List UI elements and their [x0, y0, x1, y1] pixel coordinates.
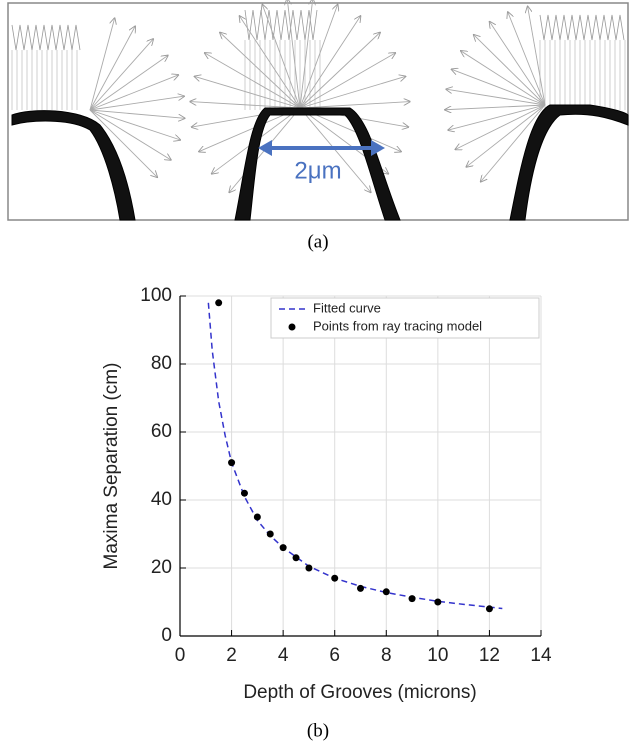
ray-arrow — [481, 104, 546, 182]
y-tick-label: 80 — [151, 353, 172, 374]
x-tick-label: 0 — [175, 645, 186, 666]
x-tick-label: 6 — [329, 645, 340, 666]
ray-arrow — [508, 12, 546, 106]
ray-arrow — [299, 102, 410, 109]
y-tick-label: 0 — [161, 625, 172, 646]
ray-arrow — [299, 53, 395, 109]
scale-arrowhead — [258, 140, 385, 156]
data-point — [485, 605, 493, 613]
ray-arrow — [299, 107, 371, 192]
ray-arrow — [299, 5, 338, 109]
ray-arrow — [190, 102, 301, 109]
ray-arrow — [89, 56, 168, 111]
ray-zigzag — [539, 14, 625, 41]
data-point — [357, 584, 364, 592]
groove-profile — [234, 107, 401, 221]
x-axis-label: Depth of Grooves (microns) — [243, 682, 476, 703]
groove-profile — [509, 104, 629, 221]
legend-label: Fitted curve — [313, 300, 381, 315]
ray-arrow — [89, 75, 178, 111]
ray-arrow — [490, 22, 546, 106]
ray-arrow — [89, 109, 157, 177]
ray-arrow — [299, 0, 313, 109]
ray-arrow — [287, 0, 301, 109]
ray-arrow — [220, 33, 301, 109]
ray-arrow — [89, 109, 171, 160]
data-point — [215, 299, 223, 307]
x-tick-label: 2 — [226, 645, 237, 666]
ray-arrow — [89, 26, 135, 111]
data-point — [292, 554, 300, 562]
legend-swatch — [288, 323, 296, 331]
ray-arrow — [89, 109, 180, 140]
ray-arrow — [445, 104, 546, 110]
groove-profile — [11, 110, 136, 221]
ray-arrow — [205, 53, 301, 109]
data-point — [279, 544, 287, 552]
panel-label: (a) — [307, 231, 328, 252]
y-tick-label: 60 — [151, 421, 172, 442]
ray-arrow — [461, 51, 546, 106]
scale-label: 2μm — [294, 157, 341, 184]
y-tick-label: 100 — [140, 285, 172, 306]
y-tick-label: 20 — [151, 557, 172, 578]
data-point — [228, 459, 236, 467]
ray-diagram: 2μm — [7, 0, 629, 221]
legend-box — [270, 297, 540, 339]
ray-arrow — [299, 16, 360, 109]
ray-arrow — [299, 76, 405, 109]
x-tick-label: 12 — [479, 645, 500, 666]
y-axis-label: Maxima Separation (cm) — [101, 363, 122, 570]
ray-arrow — [452, 69, 546, 106]
ray-arrow — [299, 33, 380, 109]
ray-arrow — [528, 7, 546, 106]
data-point — [331, 574, 339, 582]
ray-arrow — [240, 16, 301, 109]
ray-arrow — [195, 76, 301, 109]
ray-arrow — [474, 35, 546, 106]
panel-label: (b) — [307, 720, 329, 741]
data-point — [408, 595, 416, 603]
data-point — [434, 598, 442, 606]
ray-arrow — [89, 39, 153, 111]
legend-label: Points from ray tracing model — [313, 318, 482, 333]
ray-arrow — [89, 109, 185, 118]
ray-arrow — [89, 96, 184, 111]
data-point — [382, 588, 390, 596]
fitted-curve — [207, 302, 503, 610]
ray-arrow — [89, 18, 115, 111]
data-point — [305, 564, 313, 572]
x-tick-label: 8 — [381, 645, 392, 666]
data-point — [240, 489, 248, 497]
ray-zigzag — [11, 24, 81, 51]
x-tick-label: 10 — [427, 645, 448, 666]
x-tick-label: 14 — [530, 645, 552, 666]
y-tick-label: 40 — [151, 489, 172, 510]
ray-arrow — [455, 104, 546, 149]
data-point — [266, 530, 274, 538]
ray-arrow — [262, 5, 301, 109]
x-tick-label: 4 — [278, 645, 289, 666]
data-point — [253, 513, 261, 521]
ray-arrow — [446, 89, 546, 106]
ray-arrow — [466, 104, 546, 167]
ray-arrow — [448, 104, 546, 130]
